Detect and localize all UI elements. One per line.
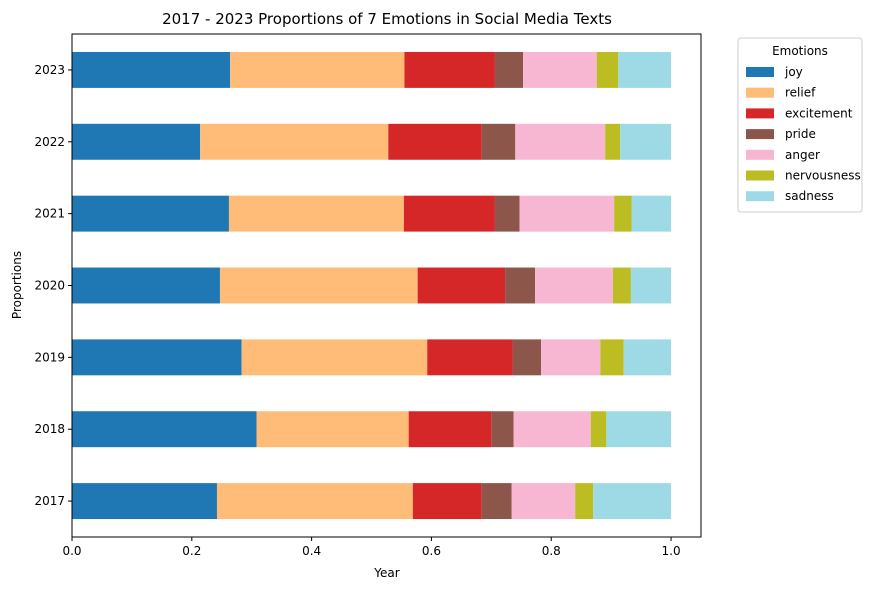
legend: Emotions joy relief excitement pride anger ne…: [737, 37, 863, 213]
legend-label-relief: relief: [785, 86, 816, 100]
x-tick-label: 0.8: [542, 544, 561, 558]
legend-frame: [737, 37, 863, 213]
y-tick-label-2020: 2020: [34, 279, 65, 293]
bar-2020-relief: [219, 267, 418, 304]
bar-2019-joy: [72, 339, 242, 376]
y-tick-label-2021: 2021: [34, 207, 65, 221]
legend-swatch-excitement: [746, 108, 774, 119]
bar-2022-nervousness: [605, 123, 621, 160]
bar-2019-anger: [541, 339, 601, 376]
bar-2019-excitement: [427, 339, 513, 376]
bar-2018-nervousness: [590, 411, 607, 448]
legend-swatch-relief: [746, 87, 774, 98]
legend-title: Emotions: [772, 44, 828, 58]
y-axis-label: Proportions: [10, 251, 24, 319]
bar-2017-excitement: [412, 483, 482, 520]
bar-2020-excitement: [417, 267, 506, 304]
bar-2022-relief: [200, 123, 389, 160]
bar-2023-excitement: [404, 51, 495, 88]
bar-2017-anger: [511, 483, 576, 520]
legend-label-sadness: sadness: [785, 189, 834, 203]
x-tick-label: 0.6: [422, 544, 441, 558]
bar-2018-pride: [491, 411, 514, 448]
bar-2020-anger: [535, 267, 613, 304]
y-tick-label-2019: 2019: [34, 350, 65, 364]
bar-2018-relief: [256, 411, 409, 448]
bar-2022-excitement: [388, 123, 482, 160]
bar-2019-pride: [512, 339, 542, 376]
bar-2018-sadness: [606, 411, 672, 448]
bar-2017-nervousness: [575, 483, 594, 520]
bar-2020-sadness: [630, 267, 672, 304]
bar-2021-joy: [72, 195, 229, 232]
bar-2023-anger: [523, 51, 597, 88]
y-axis: 2017 2018 2019 2020 2021 2022 2023: [34, 63, 72, 508]
chart-title: 2017 - 2023 Proportions of 7 Emotions in…: [162, 10, 612, 28]
bar-2020-pride: [505, 267, 536, 304]
bar-2018-excitement: [408, 411, 492, 448]
legend-items: joy relief excitement pride anger nervousness…: [746, 65, 861, 203]
legend-swatch-nervousness: [746, 170, 774, 181]
legend-label-pride: pride: [785, 127, 816, 141]
legend-swatch-joy: [746, 67, 774, 77]
bar-2017-relief: [216, 483, 413, 520]
x-axis: 0.0 0.2 0.4 0.6 0.8 1.0: [62, 537, 681, 558]
bar-2023-pride: [494, 51, 524, 88]
y-tick-label-2018: 2018: [34, 422, 65, 436]
bar-2023-relief: [230, 51, 405, 88]
bar-2020-joy: [72, 267, 220, 304]
bar-2018-anger: [513, 411, 591, 448]
bar-2017-joy: [72, 483, 217, 520]
bar-2021-excitement: [403, 195, 495, 232]
x-tick-label: 0.0: [62, 544, 81, 558]
bar-2021-anger: [519, 195, 615, 232]
bar-2023-sadness: [618, 51, 672, 88]
bar-2021-relief: [228, 195, 404, 232]
legend-label-nervousness: nervousness: [785, 169, 861, 183]
bar-2021-nervousness: [614, 195, 632, 232]
bar-2018-joy: [72, 411, 257, 448]
bar-2023-joy: [72, 51, 231, 88]
legend-label-anger: anger: [785, 148, 820, 162]
x-axis-label: Year: [373, 566, 399, 580]
bar-2022-sadness: [620, 123, 672, 160]
bar-2021-pride: [494, 195, 520, 232]
legend-swatch-sadness: [746, 191, 774, 202]
bar-2019-relief: [241, 339, 428, 376]
bar-2017-pride: [481, 483, 512, 520]
y-tick-label-2017: 2017: [34, 494, 65, 508]
bar-2019-sadness: [623, 339, 672, 376]
bar-2023-nervousness: [596, 51, 619, 88]
bar-2020-nervousness: [612, 267, 631, 304]
y-tick-label-2023: 2023: [34, 63, 65, 77]
x-tick-label: 1.0: [662, 544, 681, 558]
legend-label-joy: joy: [784, 65, 803, 79]
bar-2022-anger: [515, 123, 606, 160]
bar-2019-nervousness: [600, 339, 624, 376]
bar-2022-joy: [72, 123, 201, 160]
y-tick-label-2022: 2022: [34, 135, 65, 149]
bar-2022-pride: [481, 123, 516, 160]
legend-swatch-pride: [746, 129, 774, 140]
plot-area: [72, 51, 672, 520]
bar-2021-sadness: [631, 195, 672, 232]
bar-2017-sadness: [593, 483, 672, 520]
legend-label-excitement: excitement: [785, 106, 853, 120]
x-tick-label: 0.2: [182, 544, 201, 558]
legend-swatch-anger: [746, 149, 774, 160]
x-tick-label: 0.4: [302, 544, 321, 558]
